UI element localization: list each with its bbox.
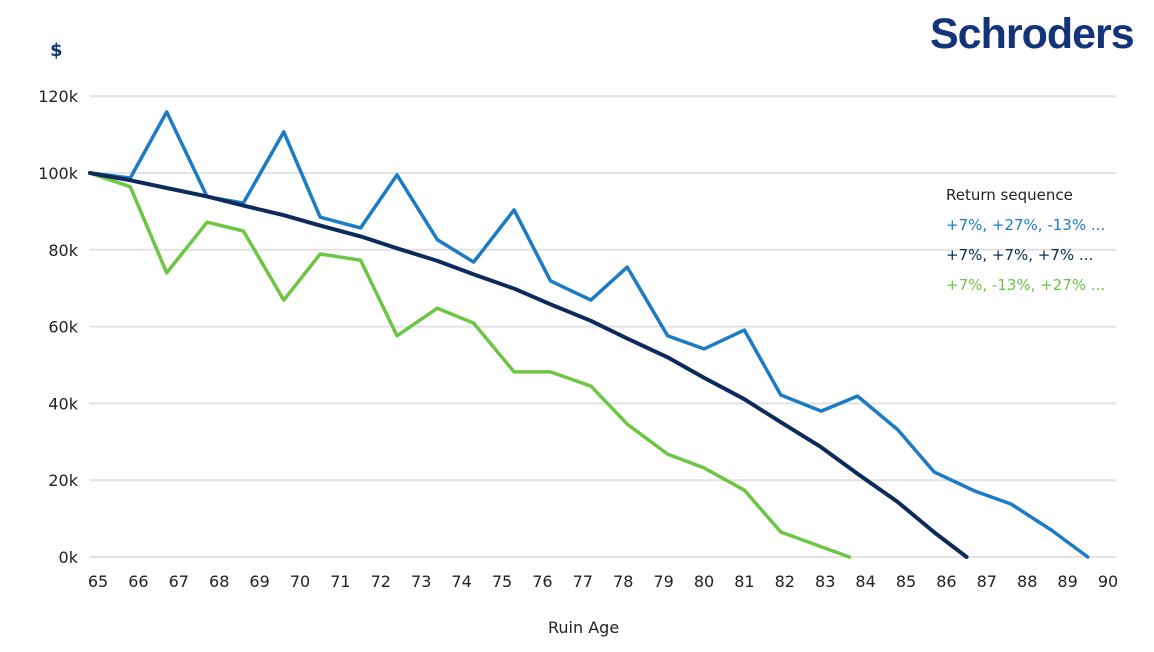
x-tick-label: 82 bbox=[775, 572, 795, 591]
x-tick-label: 86 bbox=[936, 572, 956, 591]
y-tick-label: 80k bbox=[48, 241, 78, 260]
x-tick-label: 66 bbox=[128, 572, 148, 591]
x-tick-label: 90 bbox=[1098, 572, 1118, 591]
x-tick-label: 79 bbox=[653, 572, 673, 591]
y-tick-label: 20k bbox=[48, 471, 78, 490]
legend-title: Return sequence bbox=[946, 186, 1073, 204]
x-tick-label: 71 bbox=[330, 572, 350, 591]
y-tick-label: 100k bbox=[38, 164, 79, 183]
x-tick-label: 80 bbox=[694, 572, 714, 591]
x-tick-label: 77 bbox=[573, 572, 593, 591]
y-tick-label: 40k bbox=[48, 394, 78, 413]
x-tick-label: 69 bbox=[249, 572, 269, 591]
x-tick-label: 68 bbox=[209, 572, 229, 591]
x-tick-label: 88 bbox=[1017, 572, 1037, 591]
legend-item-constant: +7%, +7%, +7% ... bbox=[946, 246, 1094, 264]
x-tick-label: 72 bbox=[371, 572, 391, 591]
x-axis-title: Ruin Age bbox=[548, 618, 620, 637]
x-tick-label: 89 bbox=[1057, 572, 1077, 591]
y-tick-label: 120k bbox=[38, 87, 79, 106]
x-tick-label: 70 bbox=[290, 572, 310, 591]
x-tick-label: 81 bbox=[734, 572, 754, 591]
legend-item-volatile-down-first: +7%, -13%, +27% ... bbox=[946, 276, 1106, 294]
x-tick-label: 74 bbox=[451, 572, 471, 591]
y-axis-unit-label: $ bbox=[50, 40, 63, 61]
x-tick-label: 75 bbox=[492, 572, 512, 591]
schroders-logo: Schroders bbox=[930, 10, 1135, 58]
x-tick-label: 67 bbox=[169, 572, 189, 591]
x-tick-label: 87 bbox=[977, 572, 997, 591]
series-line-1 bbox=[87, 171, 969, 559]
x-tick-label: 76 bbox=[532, 572, 552, 591]
series-line-2 bbox=[88, 171, 852, 559]
legend-item-volatile-up-first: +7%, +27%, -13% ... bbox=[946, 216, 1106, 234]
legend: Return sequence +7%, +27%, -13% ... +7%,… bbox=[946, 186, 1105, 306]
x-tick-label: 65 bbox=[88, 572, 108, 591]
x-tick-label: 85 bbox=[896, 572, 916, 591]
x-tick-label: 83 bbox=[815, 572, 835, 591]
x-tick-label: 84 bbox=[855, 572, 875, 591]
series-line-0 bbox=[88, 110, 1090, 559]
x-tick-label: 73 bbox=[411, 572, 431, 591]
x-tick-label: 78 bbox=[613, 572, 633, 591]
y-tick-label: 60k bbox=[48, 318, 78, 337]
y-tick-label: 0k bbox=[59, 548, 79, 567]
